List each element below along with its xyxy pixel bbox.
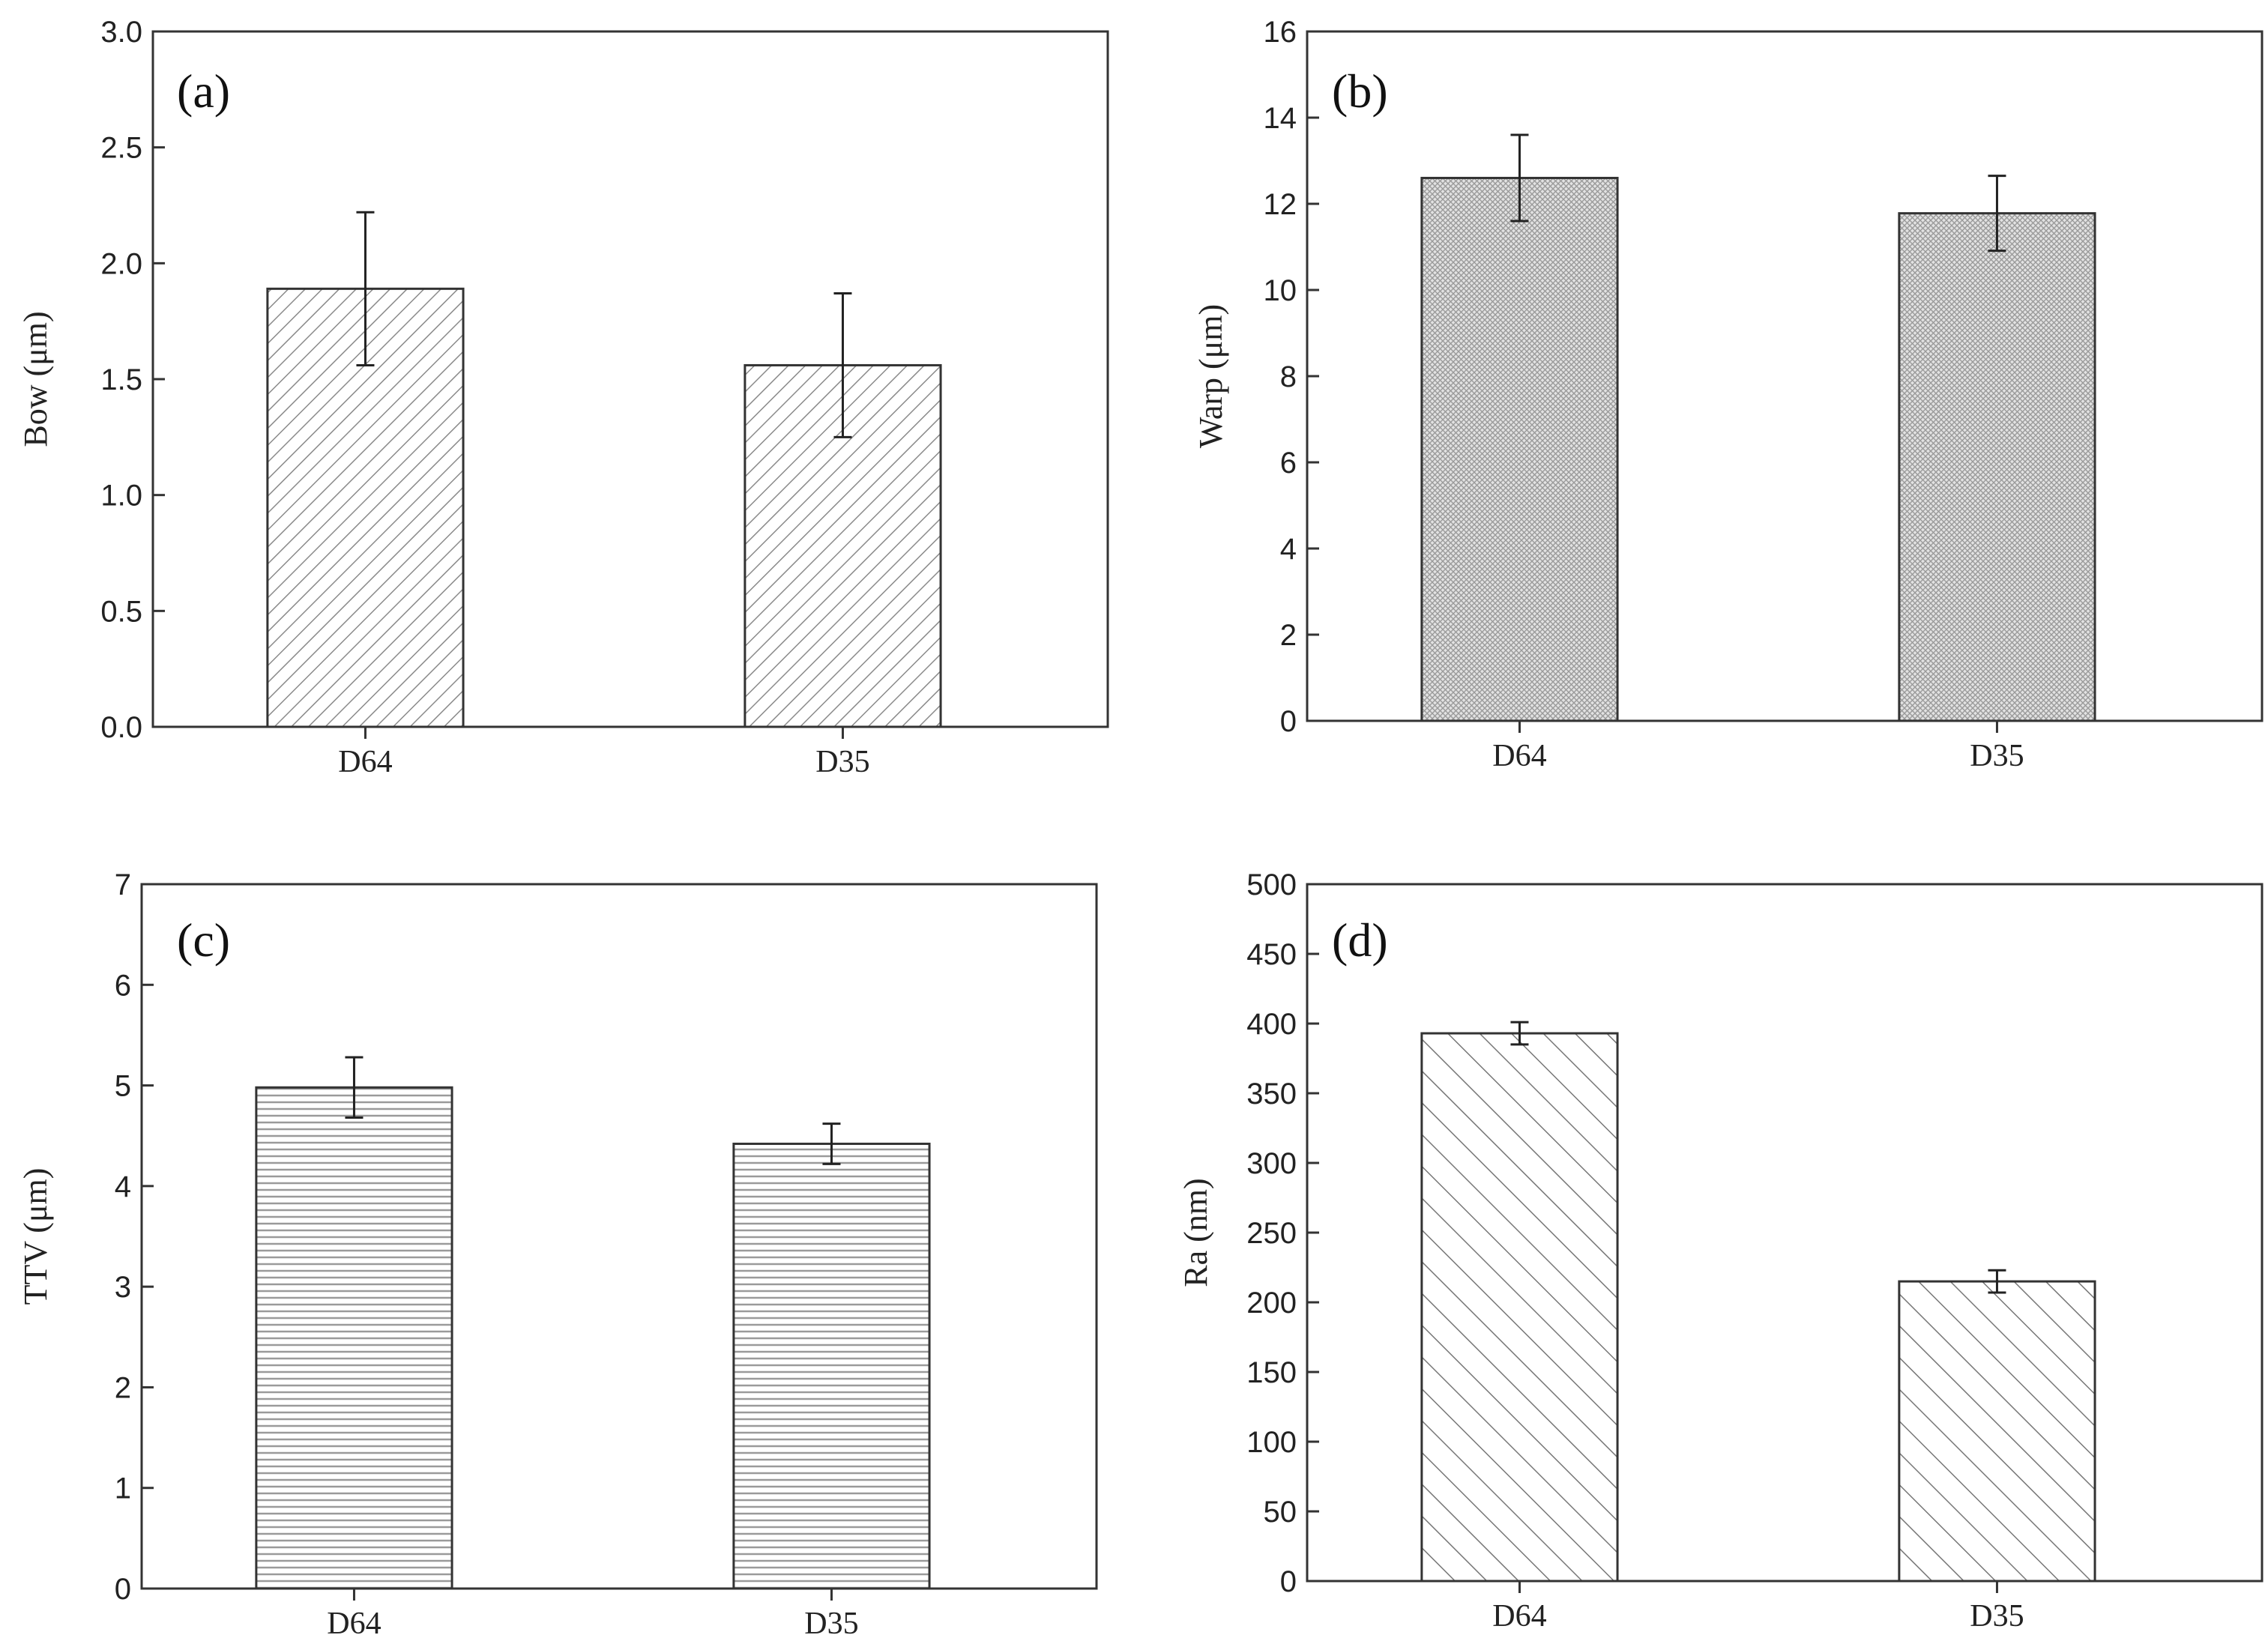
y-tick-label: 12: [1264, 188, 1297, 221]
y-tick-label: 100: [1246, 1426, 1297, 1459]
y-axis-title: TTV (μm): [17, 1168, 54, 1305]
y-tick-label: 200: [1246, 1287, 1297, 1320]
x-tick-label: D64: [327, 1607, 381, 1641]
x-tick-label: D35: [1970, 739, 2024, 773]
y-tick-label: 2: [115, 1371, 131, 1404]
y-tick-label: 2.0: [100, 247, 142, 280]
y-tick-label: 3.0: [100, 16, 142, 49]
y-tick-label: 8: [1280, 360, 1297, 393]
y-tick-label: 300: [1246, 1147, 1297, 1180]
panel-a: 0.0 0.5 1.0 1.5 2.0 2.5 3.0 D64 D35 Bow (μm) (a…: [17, 16, 1109, 779]
panel-d: 0 50 100 150 200 250 300 350 400 450 500 D64 D35 Ra…: [1177, 868, 2264, 1634]
y-tick-label: 500: [1246, 868, 1297, 901]
x-tick-label: D64: [338, 745, 392, 779]
y-axis-title: Warp (μm): [1192, 304, 1229, 448]
bar-d35: [1898, 1280, 2096, 1583]
panel-b: 0 2 4 6 8 10 12 14 16 D64 D35 Warp (μm) (b): [1192, 16, 2264, 773]
y-tick-label: 6: [1280, 447, 1297, 480]
panel-label: (c): [177, 913, 230, 967]
y-tick-label: 400: [1246, 1008, 1297, 1041]
y-tick-label: 1: [115, 1472, 131, 1505]
y-tick-label: 10: [1264, 274, 1297, 307]
bar-d64: [255, 1086, 453, 1590]
y-tick-label: 50: [1264, 1496, 1297, 1529]
bar-d35: [732, 1142, 931, 1590]
y-tick-label: 450: [1246, 938, 1297, 971]
x-tick-label: D35: [815, 745, 869, 779]
y-tick-label: 250: [1246, 1217, 1297, 1250]
y-tick-label: 150: [1246, 1356, 1297, 1389]
y-axis-title: Ra (nm): [1177, 1178, 1214, 1287]
y-axis-title: Bow (μm): [17, 311, 54, 447]
panel-label: (b): [1332, 64, 1388, 118]
y-tick-label: 0: [115, 1573, 131, 1606]
y-tick-label: 0: [1280, 1565, 1297, 1598]
y-tick-label: 6: [115, 969, 131, 1002]
y-tick-label: 1.0: [100, 480, 142, 513]
y-tick-label: 2.5: [100, 132, 142, 165]
y-tick-label: 4: [115, 1170, 131, 1203]
y-tick-label: 4: [1280, 533, 1297, 566]
y-tick-label: 350: [1246, 1078, 1297, 1110]
y-tick-label: 14: [1264, 102, 1297, 135]
y-tick-label: 1.5: [100, 363, 142, 396]
y-tick-label: 3: [115, 1271, 131, 1304]
y-tick-label: 7: [115, 868, 131, 901]
y-tick-label: 16: [1264, 16, 1297, 49]
bar-d64: [1420, 1032, 1619, 1583]
x-tick-label: D64: [1492, 1599, 1546, 1634]
bar-d64: [1420, 177, 1619, 722]
y-tick-label: 0.0: [100, 711, 142, 744]
panel-c: 0 1 2 3 4 5 6 7 D64 D35 TTV (μm) (c): [17, 868, 1098, 1641]
y-tick-label: 2: [1280, 619, 1297, 652]
panel-label: (d): [1332, 913, 1388, 967]
panel-label: (a): [177, 64, 230, 118]
y-tick-label: 5: [115, 1070, 131, 1103]
y-tick-label: 0.5: [100, 595, 142, 628]
plot-frame: [140, 883, 1098, 1590]
x-tick-label: D35: [804, 1607, 858, 1641]
y-tick-label: 0: [1280, 705, 1297, 738]
x-tick-label: D35: [1970, 1599, 2024, 1634]
bar-d35: [1898, 212, 2096, 722]
x-tick-label: D64: [1492, 739, 1546, 773]
